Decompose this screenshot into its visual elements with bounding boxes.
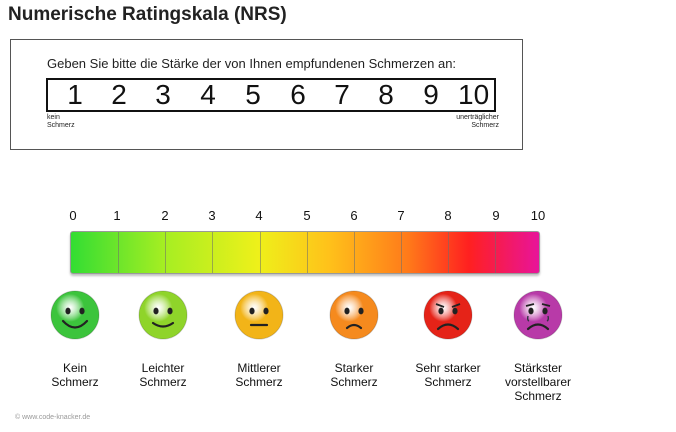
- nrs-card: Geben Sie bitte die Stärke der von Ihnen…: [10, 39, 523, 150]
- scale-tick-7: 7: [397, 208, 405, 223]
- scale-tick-1: 1: [113, 208, 121, 223]
- nrs-number-8: 8: [378, 79, 394, 110]
- pain-color-bar: [70, 231, 540, 274]
- scale-tick-0: 0: [69, 208, 77, 223]
- face-icon-verysad: [423, 290, 473, 340]
- bar-divider: [260, 232, 261, 273]
- bar-divider: [212, 232, 213, 273]
- bar-divider: [495, 232, 496, 273]
- bar-divider: [118, 232, 119, 273]
- face-label-crying: Stärkster vorstellbarer Schmerz: [504, 361, 572, 403]
- scale-tick-3: 3: [208, 208, 216, 223]
- face-label-sad: Starker Schmerz: [330, 361, 378, 389]
- face-icon-crying: [513, 290, 563, 340]
- nrs-number-1: 1: [67, 79, 83, 110]
- face-icon-smile: [138, 290, 188, 340]
- bar-divider: [401, 232, 402, 273]
- scale-tick-4: 4: [255, 208, 263, 223]
- face-label-happy: Kein Schmerz: [51, 361, 99, 389]
- nrs-instruction: Geben Sie bitte die Stärke der von Ihnen…: [47, 56, 457, 71]
- scale-tick-2: 2: [161, 208, 169, 223]
- nrs-low-label: kein Schmerz: [47, 114, 75, 129]
- bar-divider: [307, 232, 308, 273]
- copyright-notice: © www.code-knacker.de: [15, 414, 91, 421]
- scale-tick-8: 8: [444, 208, 452, 223]
- scale-tick-10: 10: [530, 208, 546, 223]
- scale-tick-9: 9: [492, 208, 500, 223]
- scale-tick-6: 6: [350, 208, 358, 223]
- nrs-number-9: 9: [423, 79, 439, 110]
- nrs-number-4: 4: [200, 79, 216, 110]
- face-label-verysad: Sehr starker Schmerz: [415, 361, 481, 389]
- nrs-number-box: 1 2 3 4 5 6 7 8 9 10: [46, 78, 496, 112]
- nrs-number-5: 5: [245, 79, 261, 110]
- face-label-smile: Leichter Schmerz: [139, 361, 187, 389]
- bar-divider: [165, 232, 166, 273]
- face-icon-neutral: [234, 290, 284, 340]
- face-icon-sad: [329, 290, 379, 340]
- nrs-number-6: 6: [290, 79, 306, 110]
- nrs-number-7: 7: [334, 79, 350, 110]
- nrs-high-label: unerträglicher Schmerz: [456, 114, 499, 129]
- bar-divider: [354, 232, 355, 273]
- nrs-number-2: 2: [111, 79, 127, 110]
- face-icon-happy: [50, 290, 100, 340]
- scale-tick-5: 5: [303, 208, 311, 223]
- face-label-neutral: Mittlerer Schmerz: [235, 361, 283, 389]
- page-title: Numerische Ratingskala (NRS): [8, 4, 287, 25]
- nrs-number-3: 3: [155, 79, 171, 110]
- bar-divider: [448, 232, 449, 273]
- nrs-number-10: 10: [458, 79, 490, 110]
